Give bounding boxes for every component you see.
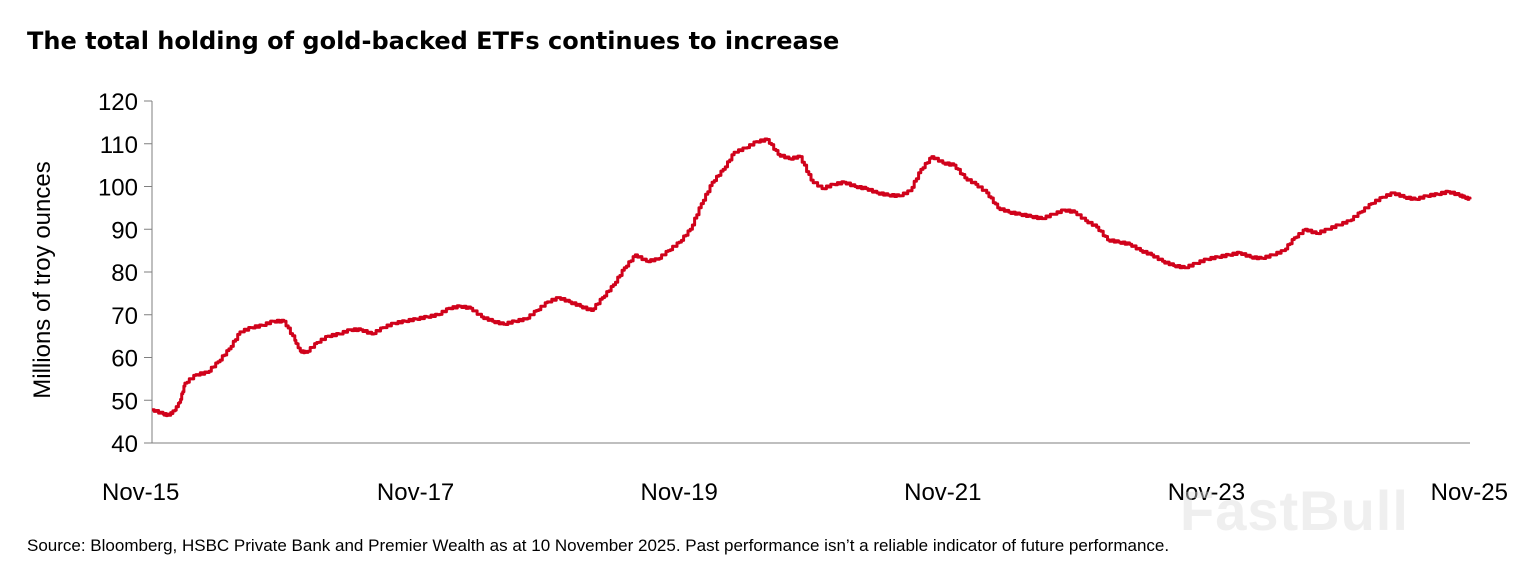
y-tick-label: 80: [111, 260, 138, 287]
chart-title: The total holding of gold-backed ETFs co…: [27, 27, 840, 55]
series-line: [152, 137, 1472, 418]
x-tick-label: Nov-23: [1168, 479, 1245, 506]
y-tick-label: 60: [111, 346, 138, 373]
y-tick-label: 40: [111, 431, 138, 458]
series-layer: [152, 137, 1472, 418]
y-tick-label: 70: [111, 303, 138, 330]
y-axis-title: Millions of troy ounces: [29, 161, 56, 398]
x-tick-label: Nov-25: [1431, 479, 1508, 506]
y-tick-label: 100: [98, 175, 138, 202]
source-note: Source: Bloomberg, HSBC Private Bank and…: [27, 536, 1170, 555]
y-tick-label: 120: [98, 89, 138, 116]
x-axis: Nov-15 Nov-17 Nov-19 Nov-21 Nov-23 Nov-25: [102, 442, 1508, 506]
watermark-logo: FastBull: [1180, 479, 1409, 542]
x-tick-label: Nov-15: [102, 479, 179, 506]
y-tick-label: 110: [100, 132, 138, 159]
y-tick-label: 90: [111, 217, 138, 244]
y-tick-label: 50: [111, 388, 138, 415]
x-tick-label: Nov-17: [377, 479, 454, 506]
x-tick-label: Nov-19: [641, 479, 718, 506]
x-tick-label: Nov-21: [904, 479, 981, 506]
y-axis: 40 50 60 70 80 90 100 110 120: [98, 89, 153, 458]
